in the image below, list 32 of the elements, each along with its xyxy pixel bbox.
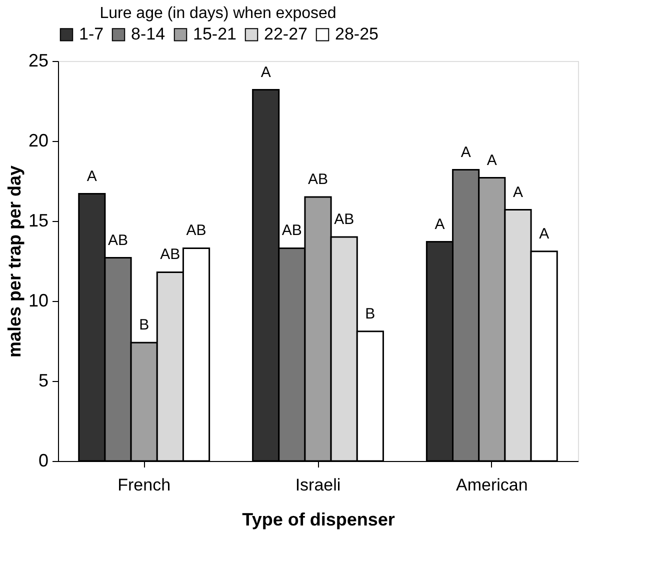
data-label: A [434,216,445,233]
data-label: B [365,305,376,322]
y-tick-label: 15 [28,210,48,230]
y-tick-label: 10 [28,290,48,310]
y-axis-title: males per trap per day [4,165,24,358]
legend-label: 1-7 [79,24,104,44]
legend-label: 22-27 [264,24,308,44]
data-label: AB [282,222,302,240]
x-tick-label: American [456,476,528,494]
data-label: AB [186,222,206,240]
x-axis-title: Type of dispenser [242,510,395,530]
data-label: A [460,144,471,161]
data-label: AB [334,211,354,228]
x-tick-label: Israeli [295,476,341,494]
data-label: A [486,152,497,169]
data-label: AB [308,171,328,188]
data-label: B [139,316,150,334]
legend-label: 8-14 [131,24,166,44]
data-label: A [512,184,524,201]
data-label: A [86,168,97,185]
y-tick-label: 25 [28,50,48,70]
data-label: A [539,225,550,242]
data-label: AB [108,232,128,249]
y-tick-label: 0 [38,450,48,470]
legend-title: Lure age (in days) when exposed [100,5,336,22]
data-label: A [260,64,271,81]
data-label: AB [160,246,180,264]
y-tick-label: 20 [28,130,48,150]
x-tick-label: French [118,476,171,494]
legend-label: 15-21 [193,24,236,44]
legend-label: 28-25 [335,24,378,44]
y-tick-label: 5 [38,370,48,390]
